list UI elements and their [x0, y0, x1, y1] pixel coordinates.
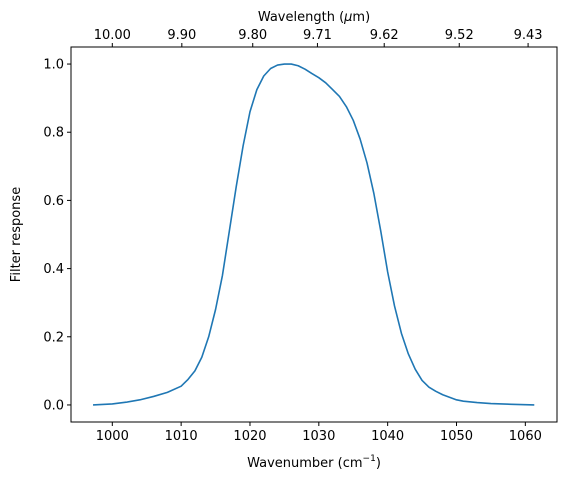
top-tick-label: 9.71: [303, 28, 332, 43]
x-tick-label: 1060: [509, 429, 542, 444]
series-line-0: [92, 63, 535, 406]
x-tick-label: 1000: [96, 429, 129, 444]
top-tick-label: 9.43: [514, 28, 543, 43]
y-tick-label: 0.8: [43, 126, 64, 141]
top-axis-ticks: 10.00 9.90 9.80 9.71 9.62 9.52 9.43: [94, 28, 543, 47]
top-axis-label-suffix: m): [352, 10, 370, 25]
top-tick-label: 9.52: [445, 28, 474, 43]
x-tick-label: 1020: [233, 429, 266, 444]
top-tick-label: 9.80: [238, 28, 267, 43]
x-tick-label: 1030: [302, 429, 335, 444]
top-tick-label: 10.00: [94, 28, 131, 43]
y-axis-ticks: 0.0 0.2 0.4 0.6 0.8 1.0: [43, 58, 71, 413]
x-axis-label-main: Wavenumber (cm: [247, 456, 362, 471]
x-tick-label: 1040: [371, 429, 404, 444]
top-axis-label-main: Wavelength (: [258, 10, 344, 25]
x-axis-label-suffix: ): [376, 456, 381, 471]
top-axis-label-mu: μ: [343, 10, 352, 25]
plot-frame: [70, 46, 558, 423]
x-tick-label: 1010: [165, 429, 198, 444]
y-axis-label: Filter response: [9, 187, 24, 282]
x-axis-label-superscript: −1: [363, 454, 376, 464]
top-tick-label: 9.90: [167, 28, 196, 43]
y-tick-label: 0.0: [43, 398, 64, 413]
y-tick-label: 1.0: [43, 58, 64, 73]
top-tick-label: 9.62: [370, 28, 399, 43]
y-tick-label: 0.4: [43, 262, 64, 277]
y-tick-label: 0.6: [43, 194, 64, 209]
x-axis-ticks: 1000 1010 1020 1030 1040 1050 1060: [96, 422, 542, 444]
top-axis-label: Wavelength (μm): [258, 10, 370, 25]
plot-layer: [92, 63, 535, 406]
x-axis-label: Wavenumber (cm−1): [247, 454, 381, 471]
x-tick-label: 1050: [440, 429, 473, 444]
y-tick-label: 0.2: [43, 330, 64, 345]
